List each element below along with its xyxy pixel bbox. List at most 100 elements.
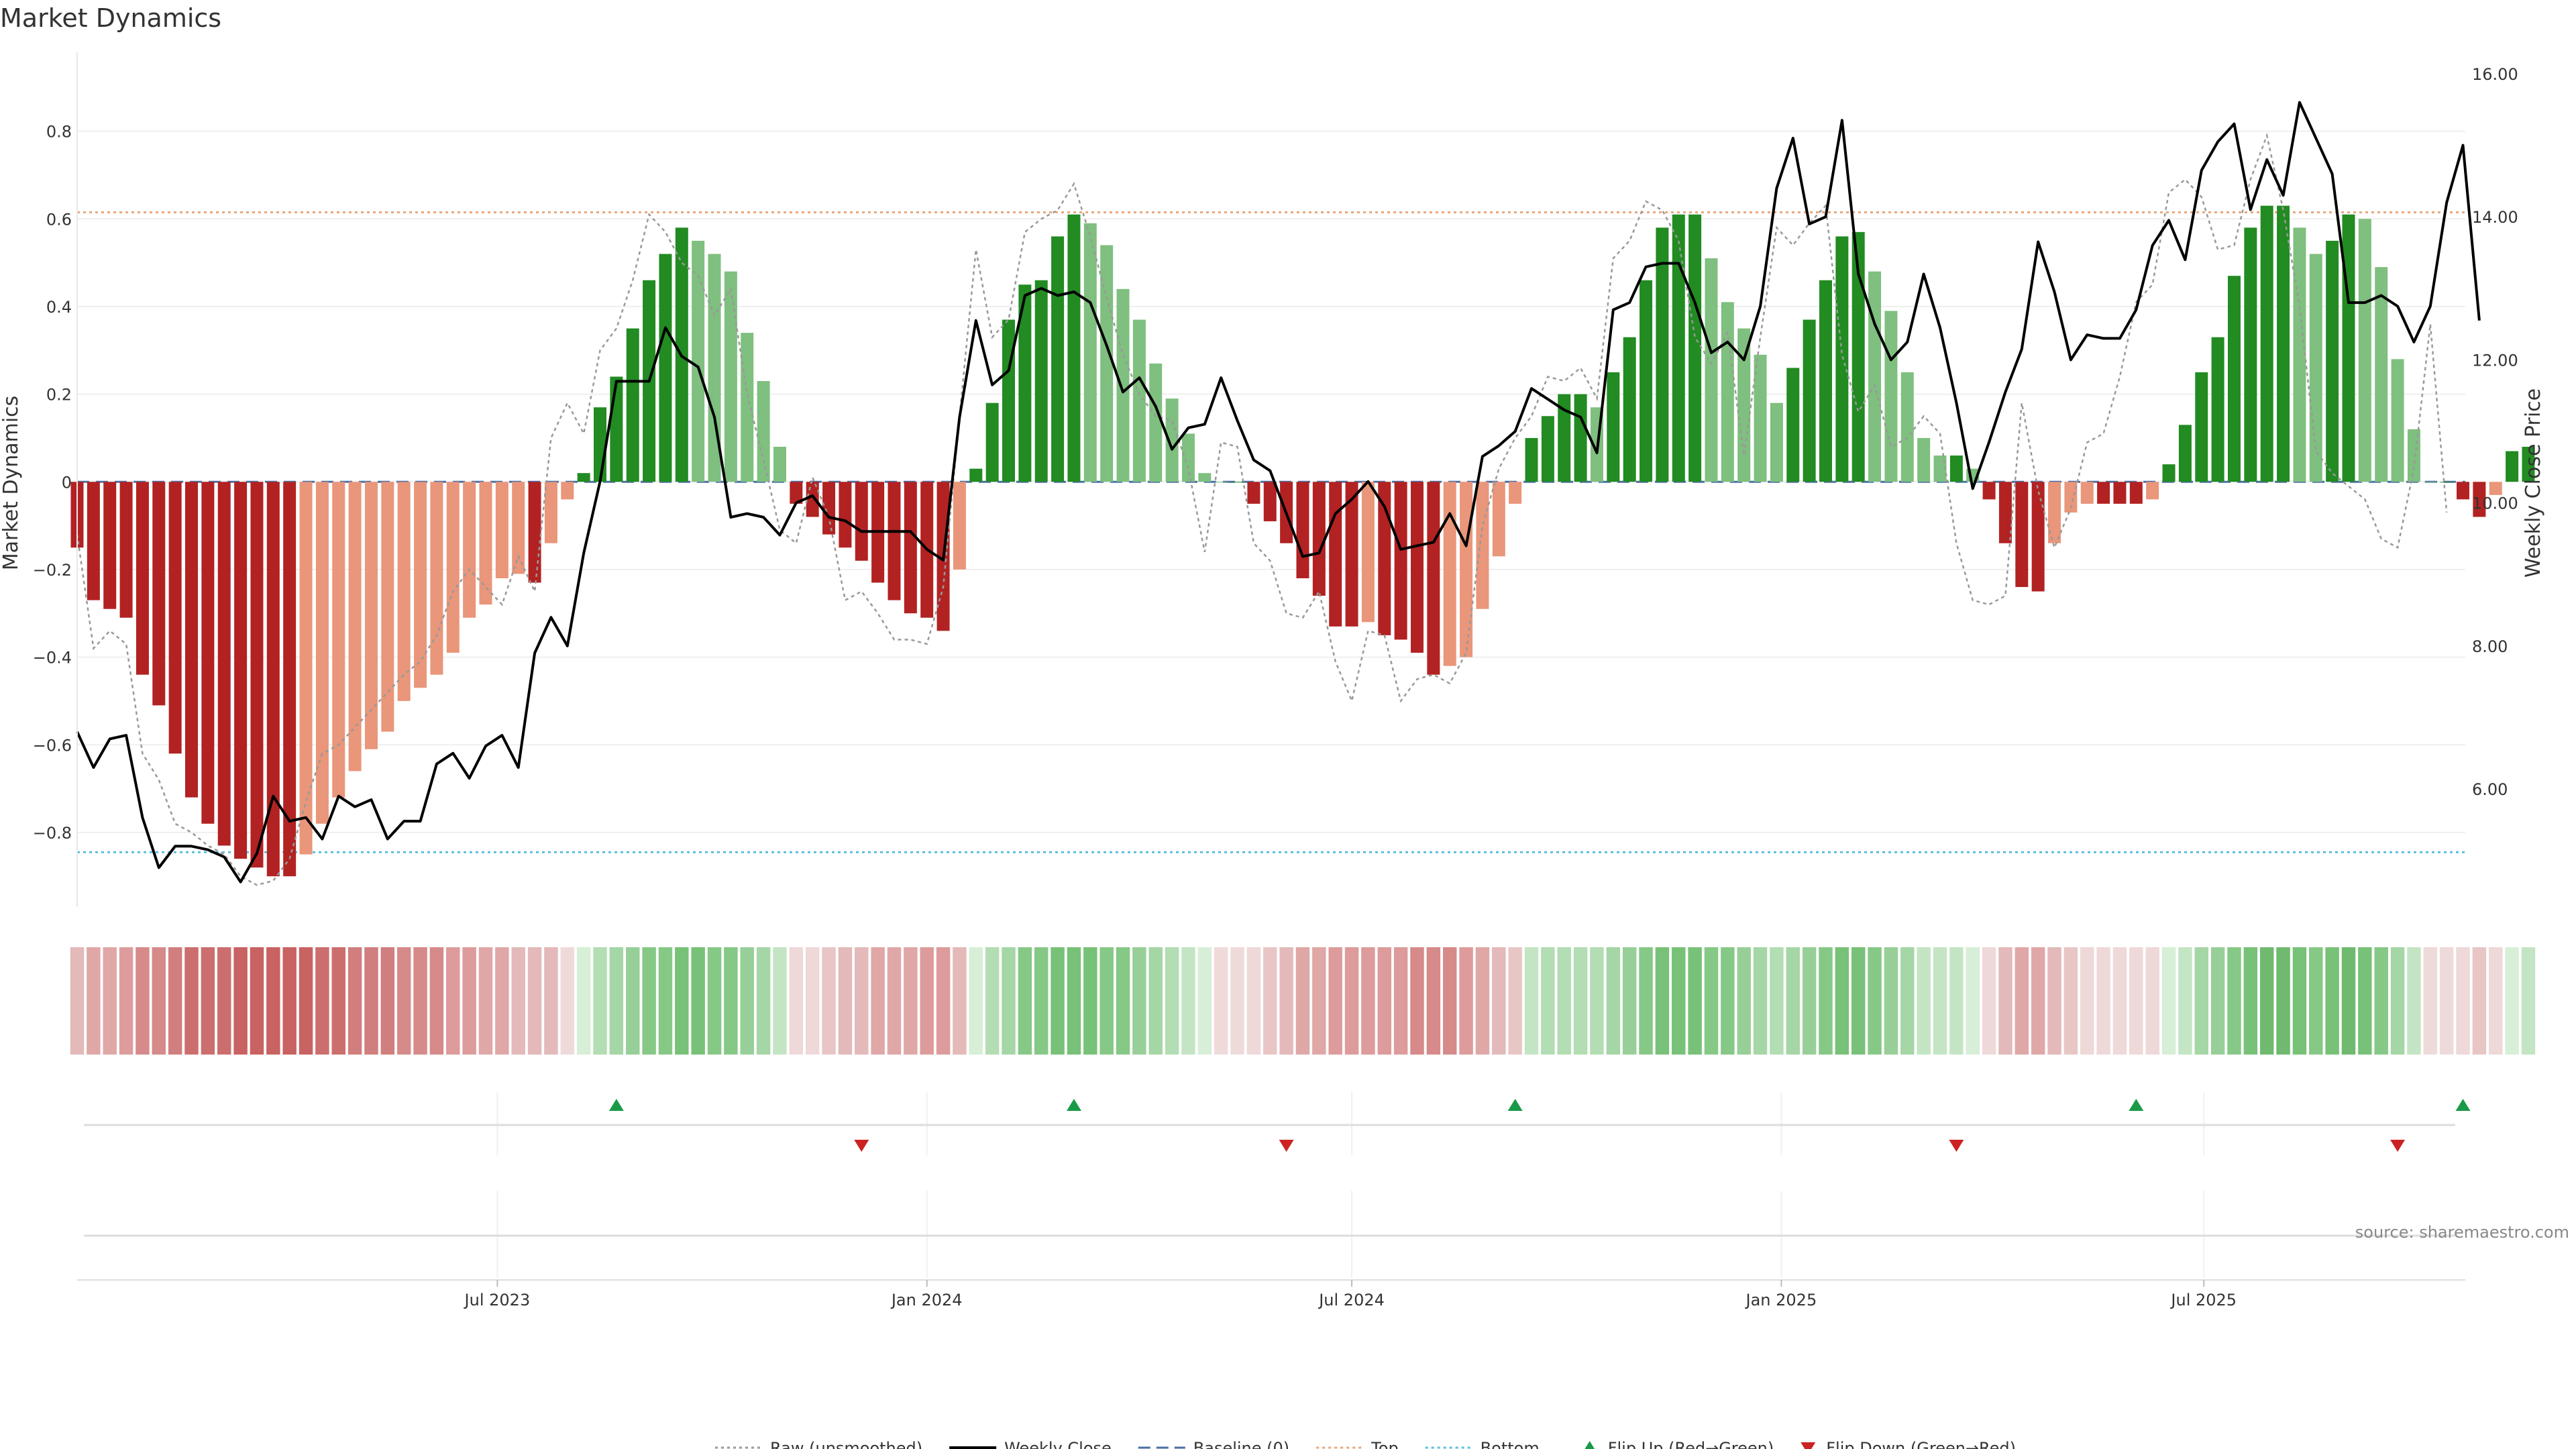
heat-cell [1655, 947, 1670, 1055]
left-tick-label: 0.2 [46, 386, 72, 405]
bar [1949, 455, 1963, 482]
bar [757, 381, 770, 482]
legend-swatch [1585, 1441, 1595, 1449]
right-tick-label: 12.00 [2472, 351, 2518, 370]
bar [1656, 227, 1669, 482]
heat-cell [1998, 947, 2012, 1055]
bar [168, 482, 182, 754]
heat-cell [2145, 947, 2159, 1055]
bar [1884, 311, 1898, 482]
heat-cell [2309, 947, 2323, 1055]
left-axis-ticks: 0.8 0.6 0.4 0.2 0 −0.2 −0.4 −0.6 −0.8 [33, 123, 72, 843]
bar [1607, 372, 1620, 482]
heat-strip [70, 947, 2536, 1055]
bar [1394, 482, 1407, 640]
heat-cell [953, 947, 967, 1055]
bar [1263, 482, 1277, 522]
heat-cell [250, 947, 264, 1055]
heat-cell [1067, 947, 1081, 1055]
bar [953, 482, 966, 570]
right-tick-label: 10.00 [2472, 494, 2518, 513]
bar [1509, 482, 1522, 504]
heat-cell [103, 947, 117, 1055]
heat-cell [1230, 947, 1244, 1055]
bar [528, 482, 541, 583]
heat-cell [2210, 947, 2225, 1055]
bar [136, 482, 149, 675]
bar [1819, 280, 1832, 482]
heat-cell [2390, 947, 2405, 1055]
bar [2358, 219, 2371, 482]
bar [2015, 482, 2029, 588]
right-tick-label: 8.00 [2472, 637, 2508, 656]
heat-cell [2031, 947, 2045, 1055]
x-axis-ticks: Jul 2023 Jan 2024 Jul 2024 Jan 2025 Jul 2025 [464, 1280, 2237, 1309]
bar [1427, 482, 1440, 675]
bar [315, 482, 329, 824]
heat-cell [1672, 947, 1686, 1055]
bar [1851, 231, 1865, 482]
heat-cell [1868, 947, 1882, 1055]
legend-label: Flip Down (Green→Red) [1826, 1439, 2016, 1449]
bar [2227, 276, 2241, 482]
heat-cell [168, 947, 182, 1055]
bar [1525, 437, 1538, 482]
bar [201, 482, 215, 824]
heat-cell [2292, 947, 2307, 1055]
heat-cell [1786, 947, 1801, 1055]
left-tick-label: −0.2 [33, 561, 72, 580]
heat-cell [413, 947, 427, 1055]
heat-cell [1295, 947, 1310, 1055]
bar [1623, 337, 1636, 482]
bar [2211, 337, 2224, 482]
heat-cell [2194, 947, 2208, 1055]
heat-cell [2047, 947, 2061, 1055]
bar [250, 482, 264, 868]
bar [1312, 482, 1326, 596]
bar [741, 333, 754, 482]
heat-cell [233, 947, 248, 1055]
heat-cell [2276, 947, 2290, 1055]
heat-cell [1524, 947, 1539, 1055]
bar [855, 482, 868, 561]
bar [692, 240, 705, 482]
bar [2162, 464, 2176, 482]
heat-cell [1802, 947, 1817, 1055]
heat-cell [1917, 947, 1931, 1055]
heat-cell [805, 947, 820, 1055]
bar [2113, 482, 2127, 504]
bar [2293, 227, 2306, 482]
bar [1149, 363, 1163, 482]
flip-down-marker [2390, 1140, 2406, 1152]
bar [1034, 280, 1048, 482]
bar [1067, 214, 1081, 482]
heat-cell [1606, 947, 1621, 1055]
bar [2506, 451, 2519, 482]
left-tick-label: −0.4 [33, 649, 72, 667]
heat-cell [576, 947, 591, 1055]
bar [1541, 416, 1554, 482]
bar [1933, 455, 1947, 482]
bar [1443, 482, 1456, 666]
bar [1721, 302, 1734, 482]
heat-cell [1377, 947, 1392, 1055]
bar [1868, 271, 1882, 482]
bar [1361, 482, 1375, 623]
heat-cell [2080, 947, 2094, 1055]
heat-cell [462, 947, 476, 1055]
heat-cell [1508, 947, 1522, 1055]
x-tick-label: Jul 2024 [1318, 1291, 1385, 1309]
heat-cell [527, 947, 542, 1055]
heat-cell [1132, 947, 1146, 1055]
heat-cell [364, 947, 378, 1055]
heat-cell [1116, 947, 1130, 1055]
raw-series-line [76, 132, 2448, 886]
heat-cell [2407, 947, 2421, 1055]
heat-cell [1884, 947, 1898, 1055]
bar [2064, 482, 2078, 513]
bar [103, 482, 117, 609]
heat-cell [429, 947, 444, 1055]
heat-cell [1263, 947, 1277, 1055]
heat-cell [1442, 947, 1457, 1055]
heat-cell [2439, 947, 2454, 1055]
